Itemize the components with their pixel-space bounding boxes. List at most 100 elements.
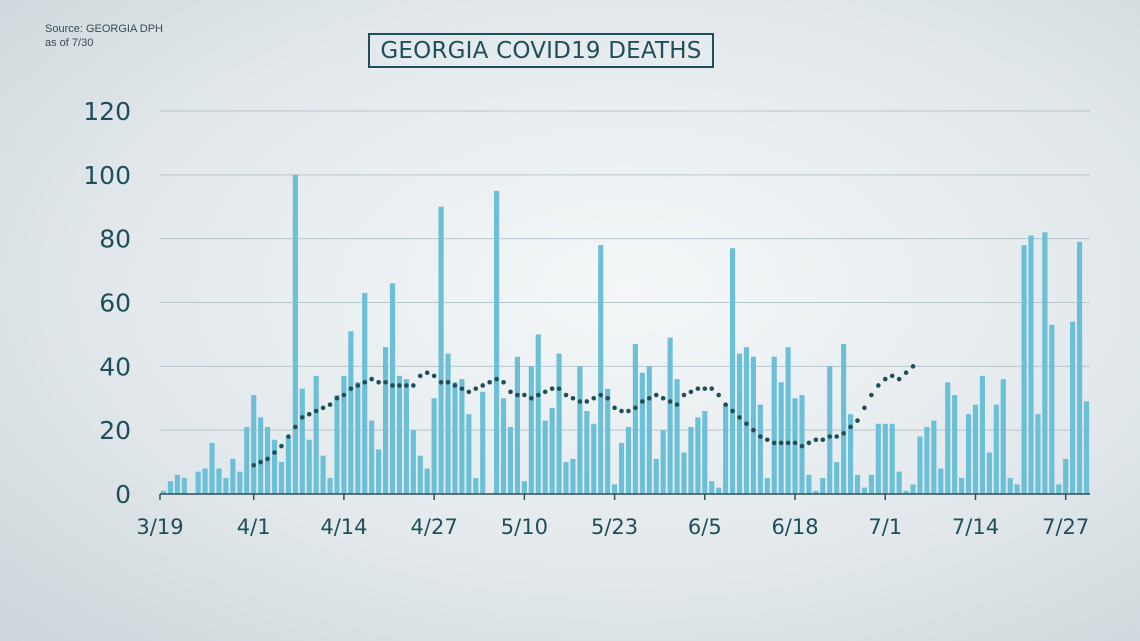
trend-point — [535, 392, 541, 398]
trend-point — [265, 456, 270, 462]
bar — [584, 411, 590, 494]
trend-point — [695, 386, 701, 391]
bar — [237, 471, 243, 494]
bar — [1063, 458, 1069, 494]
bar — [993, 404, 999, 494]
bar — [202, 468, 208, 494]
bar — [605, 388, 611, 494]
x-tick-label: 6/18 — [771, 515, 818, 539]
bar — [820, 478, 826, 494]
trend-point — [605, 395, 610, 401]
bar — [618, 442, 625, 494]
trend-point — [771, 440, 777, 446]
bar — [334, 395, 340, 494]
trend-point — [362, 379, 368, 385]
trend-point — [716, 392, 721, 398]
bar — [445, 353, 451, 494]
trend-point — [348, 386, 354, 391]
bar — [945, 382, 951, 494]
trend-point — [334, 395, 340, 401]
trend-point — [556, 386, 562, 391]
bar — [258, 417, 264, 494]
bar — [396, 375, 403, 494]
trend-point — [515, 392, 520, 398]
bar — [452, 382, 458, 494]
bar — [535, 334, 541, 494]
trend-point — [778, 440, 784, 446]
bar — [1035, 414, 1041, 494]
bar — [882, 423, 888, 494]
y-tick-label: 100 — [83, 161, 131, 190]
bar — [1007, 478, 1013, 494]
trend-point — [764, 437, 770, 443]
bar — [327, 478, 333, 494]
trend-point — [452, 383, 458, 388]
trend-point — [445, 379, 451, 385]
trend-point — [473, 386, 479, 391]
bar — [278, 462, 285, 494]
trend-point — [785, 440, 791, 446]
trend-point — [466, 389, 472, 395]
bar — [625, 426, 632, 494]
bar — [195, 471, 201, 494]
bar — [785, 347, 791, 494]
trend-point — [501, 379, 506, 385]
bar — [563, 462, 569, 494]
bar — [494, 190, 500, 495]
y-tick-label: 120 — [83, 97, 131, 126]
trend-point — [341, 392, 347, 398]
bar — [702, 411, 708, 494]
bar — [285, 436, 291, 494]
bar — [806, 474, 812, 494]
trend-point — [903, 370, 909, 376]
bar — [1049, 324, 1055, 494]
trend-point — [667, 399, 673, 404]
x-tick-label: 7/14 — [952, 515, 999, 539]
bar — [972, 404, 979, 494]
trend-point — [646, 395, 652, 401]
bar — [847, 414, 854, 494]
trend-point — [258, 459, 263, 465]
trend-point — [570, 395, 576, 401]
trend-point — [723, 402, 728, 407]
bar — [431, 398, 437, 494]
trend-point — [522, 392, 527, 398]
trend-point — [653, 392, 659, 398]
bar — [528, 366, 534, 494]
bar — [854, 474, 861, 494]
trend-point — [404, 383, 409, 388]
bar — [369, 420, 375, 494]
trend-point — [834, 434, 839, 439]
trend-point — [438, 379, 444, 385]
bar — [1014, 484, 1020, 494]
trend-point — [702, 386, 708, 391]
bar — [223, 478, 229, 494]
bar — [1000, 379, 1006, 494]
bar — [674, 379, 680, 494]
x-tick-label: 4/27 — [411, 515, 458, 539]
bar — [320, 455, 326, 494]
bar — [1042, 232, 1048, 494]
bar — [917, 436, 923, 494]
trend-point — [612, 405, 617, 411]
bar — [376, 449, 382, 494]
bar — [868, 474, 874, 494]
bar — [209, 442, 215, 494]
bar — [1083, 401, 1090, 494]
bar — [424, 468, 430, 494]
bar — [271, 439, 278, 494]
trend-point — [424, 370, 430, 376]
x-tick-label: 4/14 — [320, 515, 367, 539]
bar — [723, 404, 729, 494]
bar — [1028, 235, 1034, 494]
trend-point — [737, 415, 742, 420]
bar — [841, 343, 847, 494]
trend-point — [799, 443, 805, 449]
trend-point — [390, 383, 395, 388]
source-note: Source: GEORGIA DPH as of 7/30 — [45, 22, 163, 50]
bar — [556, 353, 562, 494]
trend-point — [279, 443, 284, 449]
bar — [598, 245, 604, 494]
trend-point — [758, 434, 763, 439]
bar — [903, 490, 909, 494]
